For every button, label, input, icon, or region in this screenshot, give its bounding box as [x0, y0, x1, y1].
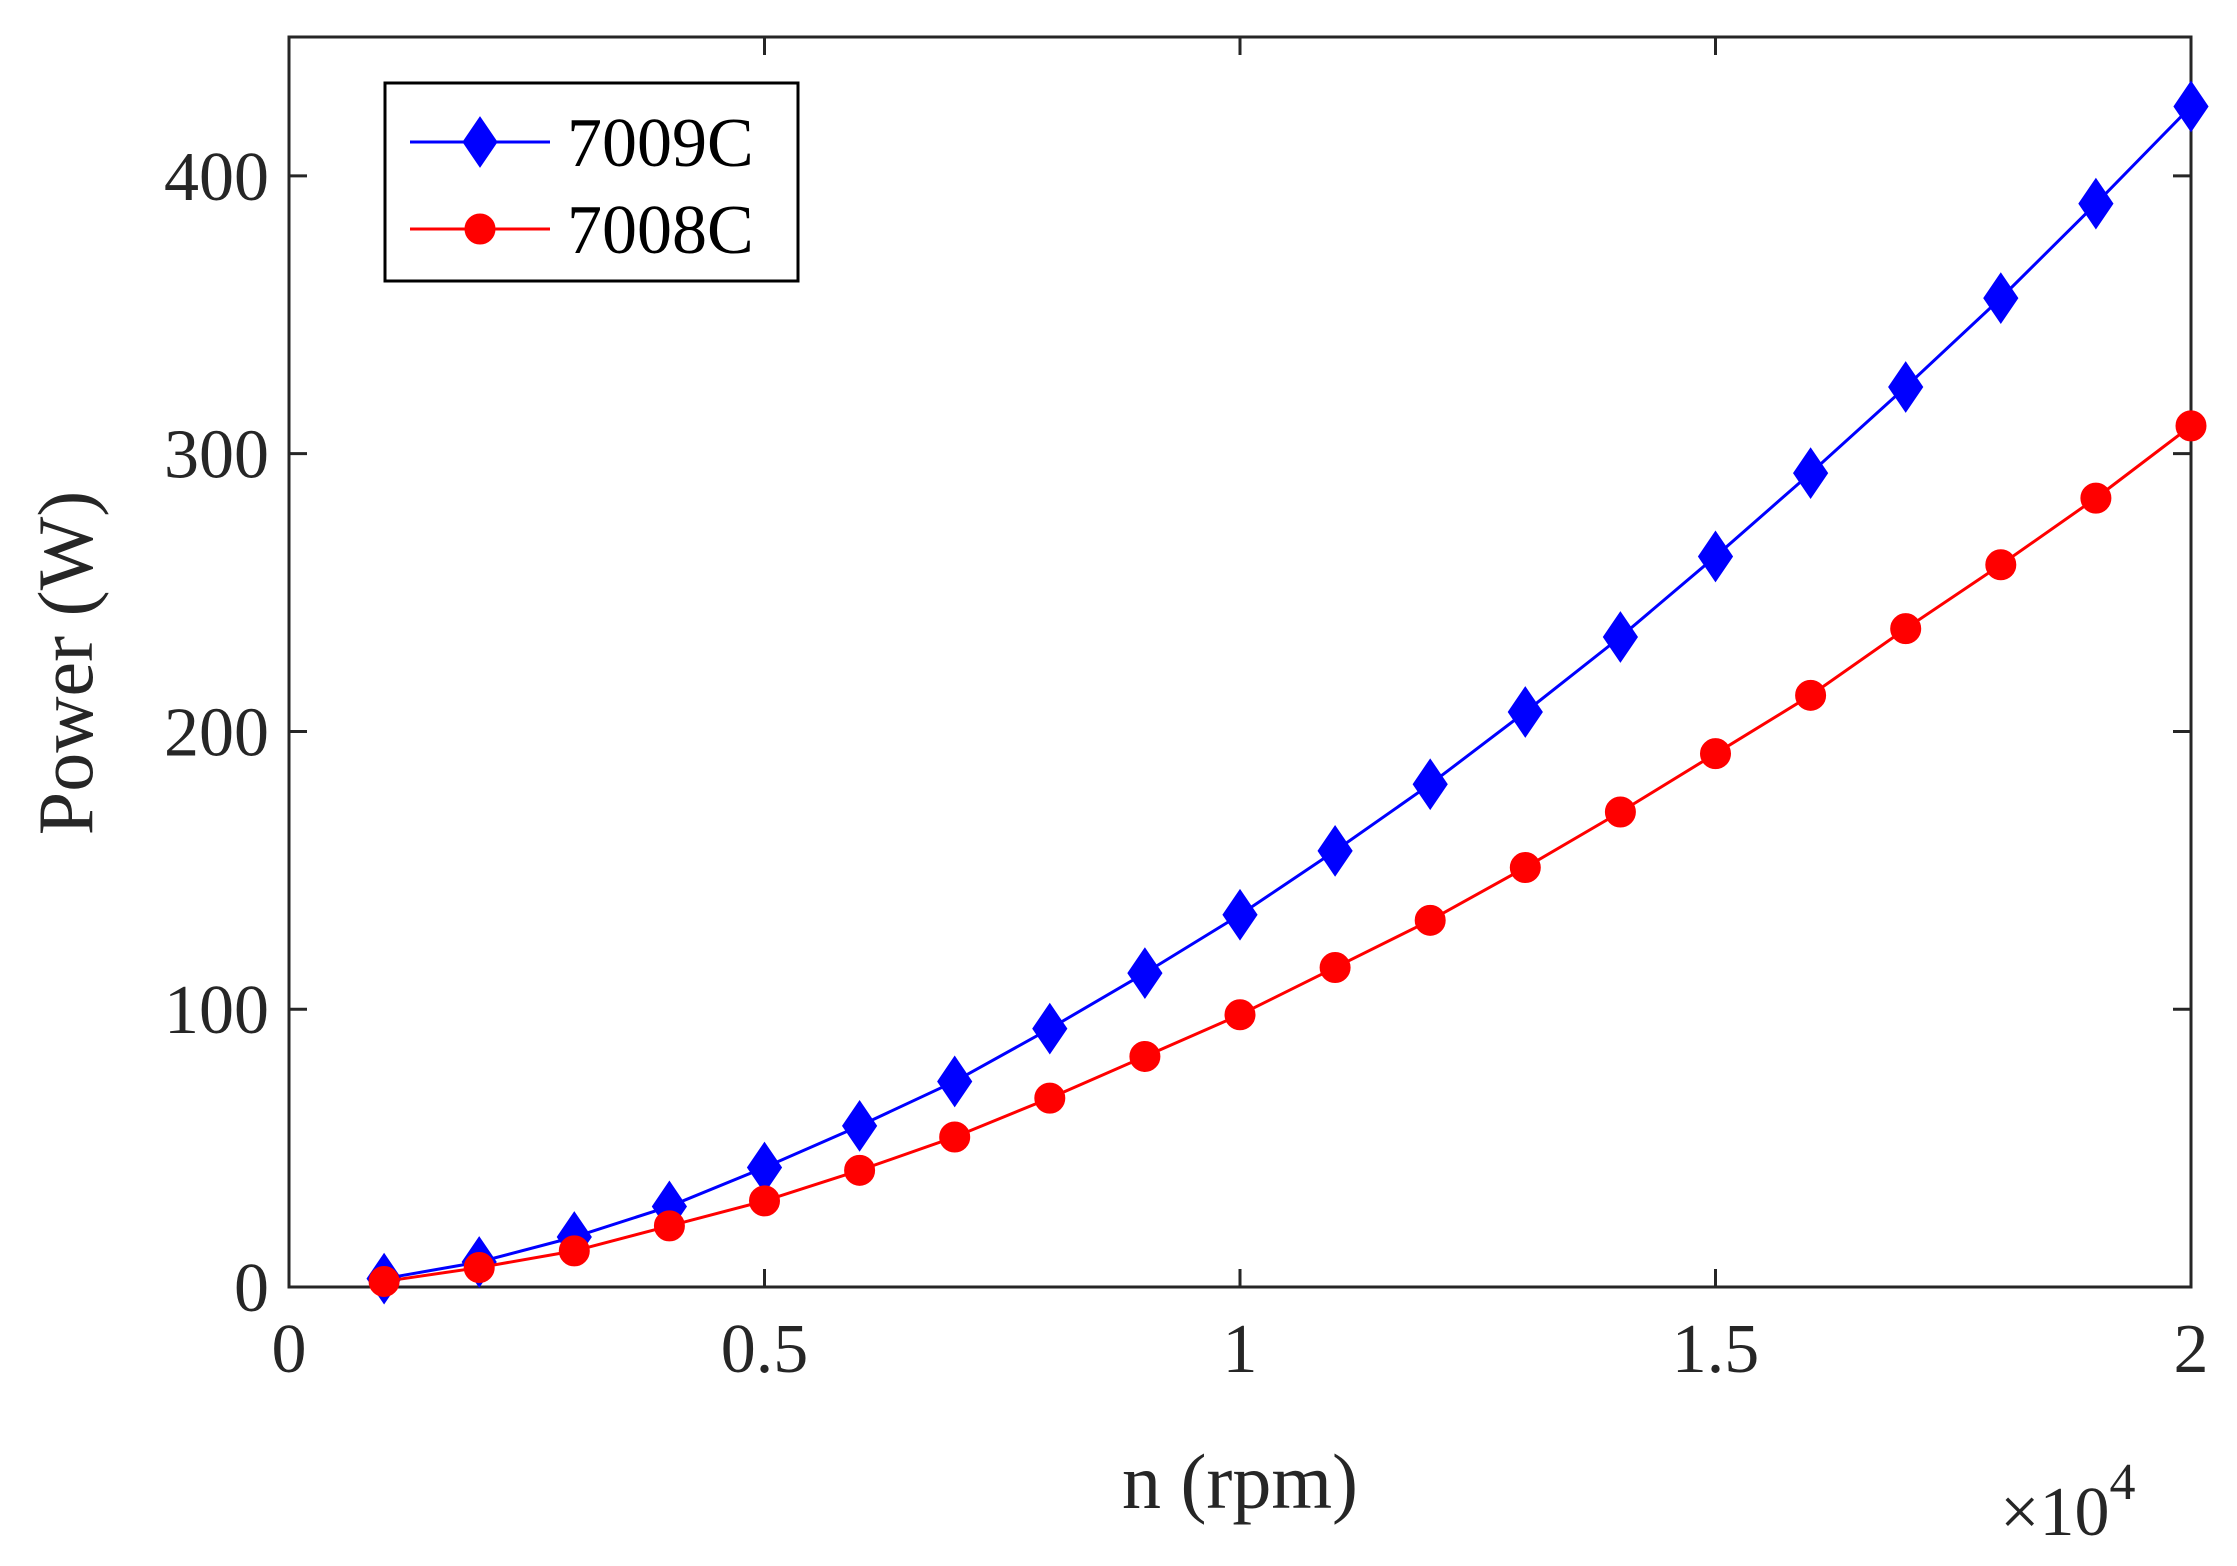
x-tick-label: 1.5 [1672, 1311, 1760, 1388]
x-tick-label: 0 [272, 1311, 307, 1388]
data-point-7008C [1604, 796, 1636, 828]
x-multiplier: ×104 [2000, 1454, 2135, 1551]
x-axis-label: n (rpm) [1122, 1438, 1358, 1525]
x-tick-label: 1 [1223, 1311, 1258, 1388]
data-point-7008C [2175, 410, 2207, 442]
data-point-7008C [653, 1210, 685, 1242]
y-tick-label: 200 [164, 694, 269, 771]
x-tick-label: 2 [2174, 1311, 2209, 1388]
data-point-7009C [937, 1055, 973, 1108]
data-point-7008C [1509, 852, 1541, 884]
data-point-7009C [1888, 361, 1924, 413]
data-point-7008C [1319, 952, 1351, 984]
y-tick-label: 300 [164, 417, 269, 494]
data-point-7008C [1890, 613, 1922, 645]
data-point-7009C [2173, 80, 2209, 133]
data-point-7008C [1795, 679, 1827, 711]
series-7008C [368, 410, 2207, 1297]
data-point-7009C [1697, 530, 1734, 583]
y-tick-label: 0 [234, 1250, 269, 1327]
data-point-7008C [463, 1252, 495, 1284]
data-point-7008C [558, 1235, 590, 1267]
y-axis-label: Power (W) [22, 491, 109, 835]
data-point-7009C [1412, 758, 1448, 811]
x-multiplier-base: ×10 [2000, 1474, 2109, 1551]
data-point-7008C [1129, 1040, 1161, 1072]
legend: 7009C 7008C [383, 81, 800, 283]
data-point-7009C [1602, 611, 1639, 663]
data-point-7008C [1985, 549, 2017, 581]
data-point-7009C [2078, 177, 2114, 230]
data-point-7009C [841, 1099, 878, 1152]
legend-label-7009C: 7009C [567, 105, 754, 182]
data-point-7008C [2080, 482, 2112, 514]
data-point-7009C [1792, 447, 1829, 500]
series-group [366, 80, 2209, 1305]
data-point-7008C [749, 1185, 780, 1217]
data-point-7008C [368, 1265, 400, 1297]
series-7009C [366, 80, 2209, 1305]
series-line-7009C [383, 105, 2193, 1281]
data-point-7009C [1983, 272, 2019, 325]
data-point-7009C [1222, 888, 1258, 941]
legend-marker-7008C [464, 213, 496, 245]
series-line-7008C [383, 424, 2192, 1283]
ticks: 0 0.5 1 1.5 2 0 100 200 300 400 [164, 37, 2209, 1388]
legend-marker-7009C [462, 116, 498, 168]
data-point-7009C [1317, 824, 1353, 877]
legend-entries [410, 116, 550, 245]
data-point-7009C [1507, 686, 1543, 738]
data-point-7009C [1127, 947, 1163, 1000]
data-point-7008C [1224, 999, 1256, 1031]
legend-label-7008C: 7008C [567, 192, 754, 269]
data-point-7008C [1700, 738, 1731, 770]
y-tick-label: 100 [164, 972, 269, 1049]
data-point-7008C [939, 1121, 971, 1153]
legend-box [383, 81, 800, 283]
data-point-7009C [1032, 1002, 1068, 1055]
data-point-7008C [1034, 1082, 1066, 1114]
data-point-7008C [1414, 904, 1446, 936]
x-multiplier-exponent: 4 [2109, 1454, 2135, 1511]
y-tick-label: 400 [164, 139, 269, 216]
data-point-7008C [844, 1154, 876, 1186]
x-tick-label: 0.5 [721, 1311, 809, 1388]
